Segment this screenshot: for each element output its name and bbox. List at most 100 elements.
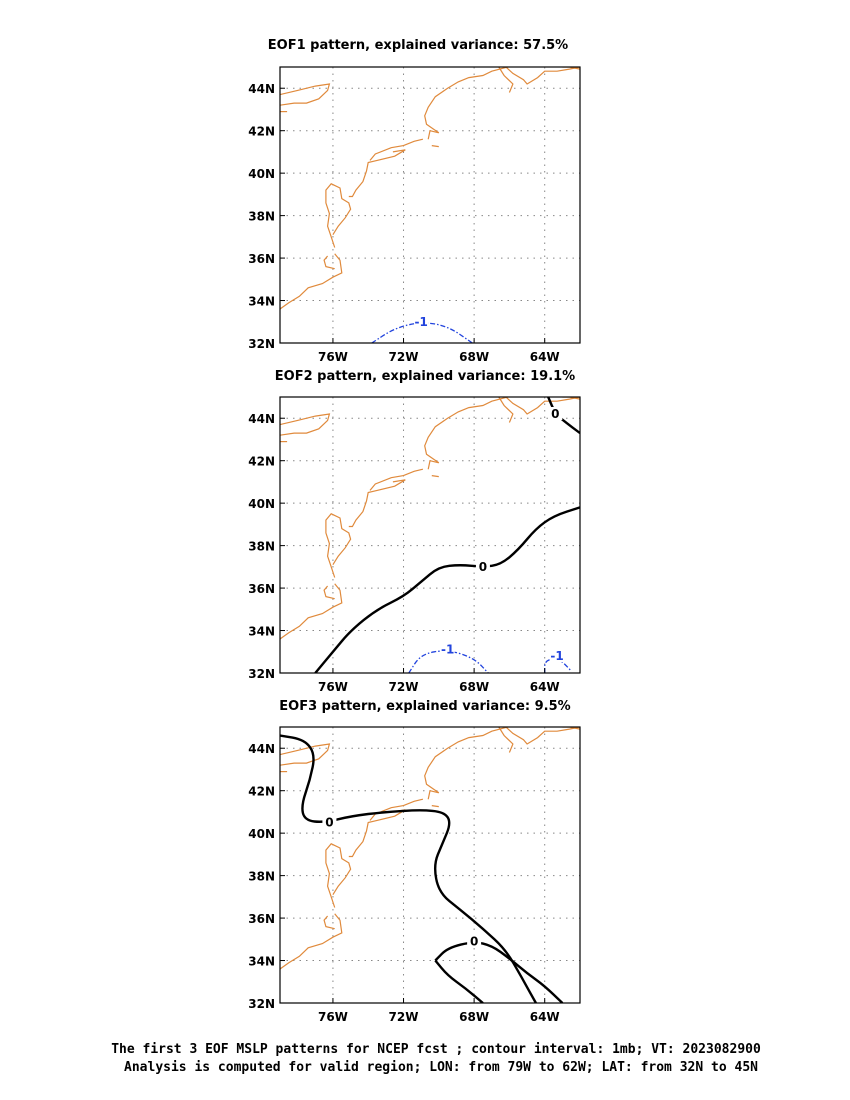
contour-label: 0: [325, 816, 333, 830]
contour-label: 0: [470, 934, 478, 948]
lat-tick-label: 36N: [248, 912, 275, 926]
lat-tick-label: 42N: [248, 125, 275, 139]
coastline-segment: [498, 397, 514, 423]
lon-tick-label: 76W: [318, 680, 348, 694]
coastline-segment: [498, 727, 514, 753]
contour-label-bg: [322, 815, 337, 829]
eof1-panel: EOF1 pattern, explained variance: 57.5% …: [248, 38, 581, 364]
coastline-segment: [562, 67, 580, 70]
eof3-panel: EOF3 pattern, explained variance: 9.5% 0…: [248, 699, 581, 1024]
coastline-segment: [424, 727, 508, 800]
coastline-segment: [280, 583, 343, 640]
lat-tick-label: 34N: [248, 625, 275, 639]
lat-tick-label: 40N: [248, 497, 275, 511]
negative-contour-line: [371, 322, 473, 343]
lat-tick-label: 32N: [248, 337, 275, 351]
contour-label: -1: [550, 649, 563, 663]
contour-label-bg: [440, 642, 455, 656]
lat-tick-label: 40N: [248, 827, 275, 841]
coastline-segment: [431, 475, 439, 478]
coastline-segment: [280, 413, 331, 436]
coastline-segment: [505, 67, 580, 85]
lon-tick-label: 76W: [318, 350, 348, 364]
lat-tick-label: 44N: [248, 82, 275, 96]
zero-contour-line: [434, 941, 564, 1003]
coastline-segment: [505, 727, 580, 745]
coastline-segment: [562, 727, 580, 730]
lat-tick-label: 32N: [248, 667, 275, 681]
coastline-segment: [424, 397, 508, 470]
contours: 0 0 -1 -1: [314, 397, 580, 673]
map-frame: [279, 396, 581, 674]
contour-label-bg: [475, 559, 490, 573]
lat-tick-label: 32N: [248, 997, 275, 1011]
eof2-panel: EOF2 pattern, explained variance: 19.1% …: [248, 369, 581, 694]
lon-tick-label: 64W: [530, 1010, 560, 1024]
eof2-title: EOF2 pattern, explained variance: 19.1%: [275, 369, 575, 384]
lon-tick-label: 72W: [389, 1010, 419, 1024]
contour-label: 0: [479, 560, 487, 574]
lat-tick-label: 44N: [248, 742, 275, 756]
negative-contour-line: [408, 650, 489, 673]
lat-tick-label: 34N: [248, 295, 275, 309]
eof1-title: EOF1 pattern, explained variance: 57.5%: [268, 38, 568, 53]
coastline-segment: [369, 138, 424, 161]
contour-label: -1: [415, 315, 428, 329]
lon-tick-label: 64W: [530, 680, 560, 694]
coastline-segment: [348, 479, 406, 528]
contour-label-bg: [414, 314, 429, 328]
coastline-segment: [369, 468, 424, 491]
coastline-segment: [431, 805, 439, 808]
coastline: [280, 67, 580, 310]
coastline-segment: [325, 843, 352, 908]
lat-tick-label: 38N: [248, 210, 275, 224]
contour-label-bg: [550, 649, 565, 663]
caption-line-1: The first 3 EOF MSLP patterns for NCEP f…: [111, 1042, 761, 1057]
zero-contour-line: [280, 734, 537, 1003]
coastline-segment: [323, 255, 335, 270]
coastline-segment: [323, 915, 335, 930]
lon-tick-label: 68W: [459, 680, 489, 694]
caption-line-2: Analysis is computed for valid region; L…: [124, 1060, 758, 1075]
coastline-segment: [348, 149, 406, 198]
lat-tick-label: 36N: [248, 252, 275, 266]
lon-tick-label: 72W: [389, 350, 419, 364]
lat-tick-label: 44N: [248, 412, 275, 426]
lon-tick-label: 72W: [389, 680, 419, 694]
lat-tick-label: 38N: [248, 870, 275, 884]
coastline-segment: [280, 743, 331, 766]
coastline-segment: [325, 513, 352, 578]
lon-tick-label: 68W: [459, 350, 489, 364]
coastline: [280, 397, 580, 640]
map-frame: [279, 66, 581, 344]
coastline-segment: [369, 798, 424, 821]
contour-label: 0: [551, 407, 559, 421]
contour-label-bg: [467, 934, 482, 948]
coastline-segment: [280, 913, 343, 970]
lat-tick-label: 42N: [248, 785, 275, 799]
contour-label: -1: [441, 643, 454, 657]
coastline-segment: [562, 397, 580, 400]
lon-tick-label: 68W: [459, 1010, 489, 1024]
lat-tick-label: 38N: [248, 540, 275, 554]
contour-label-bg: [548, 406, 563, 420]
coastline-segment: [505, 397, 580, 415]
lat-tick-label: 36N: [248, 582, 275, 596]
lon-tick-label: 76W: [318, 1010, 348, 1024]
zero-contour-line: [434, 959, 484, 1003]
coastline-segment: [323, 585, 335, 600]
map-frame: [279, 726, 581, 1004]
coastline-segment: [424, 67, 508, 140]
coastline-segment: [280, 253, 343, 310]
lon-tick-label: 64W: [530, 350, 560, 364]
coastline-segment: [325, 183, 352, 248]
coastline-segment: [498, 67, 514, 93]
eof3-title: EOF3 pattern, explained variance: 9.5%: [279, 699, 570, 714]
lat-tick-label: 42N: [248, 455, 275, 469]
zero-contour-line: [314, 506, 580, 673]
coastline-segment: [431, 145, 439, 148]
lat-tick-label: 40N: [248, 167, 275, 181]
lat-tick-label: 34N: [248, 955, 275, 969]
contours: -1: [371, 314, 473, 343]
contours: 00: [280, 734, 564, 1003]
